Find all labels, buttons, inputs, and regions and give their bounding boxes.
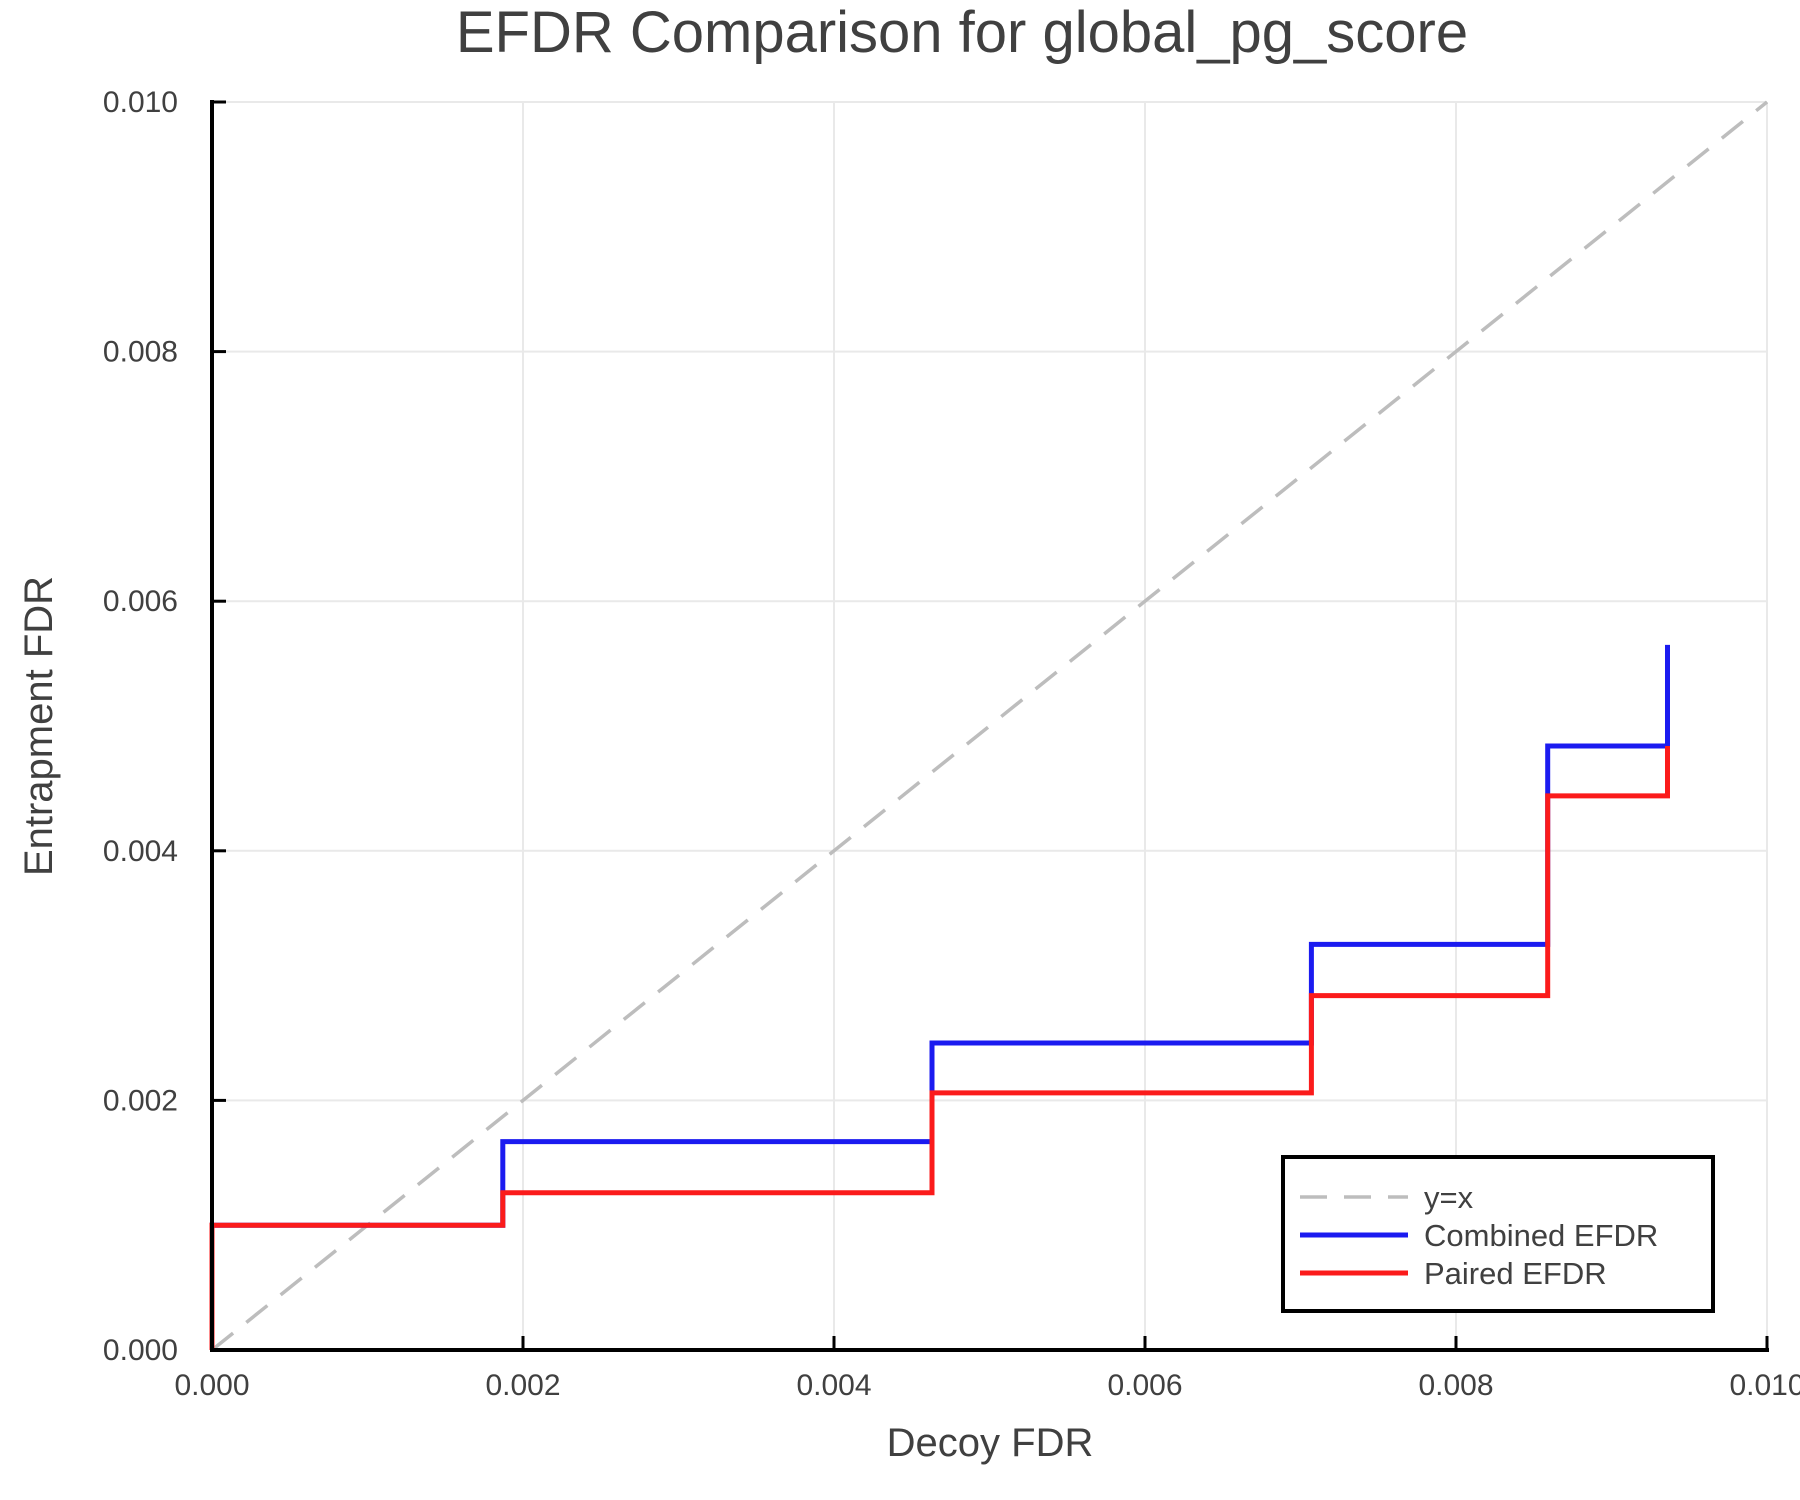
- ticks-layer: [210, 100, 1769, 1352]
- y-tick-label: 0.000: [103, 1334, 178, 1367]
- x-tick-label: 0.008: [1418, 1369, 1493, 1402]
- legend-label-combined: Combined EFDR: [1424, 1218, 1658, 1253]
- x-tick-label: 0.004: [796, 1369, 871, 1402]
- x-tick-label: 0.006: [1107, 1369, 1182, 1402]
- x-tick-label: 0.002: [485, 1369, 560, 1402]
- y-tick-label: 0.010: [103, 86, 178, 119]
- y-tick-label: 0.004: [103, 835, 178, 868]
- paired-efdr-line: [209, 746, 1670, 1350]
- x-tick-label: 0.010: [1729, 1369, 1800, 1402]
- yx-reference-line: [210, 100, 1769, 1352]
- legend-entry-combined: Combined EFDR: [1300, 1218, 1658, 1253]
- legend-entry-yx: y=x: [1300, 1180, 1474, 1215]
- y-tick-label: 0.006: [103, 585, 178, 618]
- legend-label-yx: y=x: [1424, 1180, 1474, 1215]
- grid-layer: [212, 101, 1768, 1350]
- legend-label-paired: Paired EFDR: [1424, 1256, 1607, 1291]
- y-axis-label: Entrapment FDR: [17, 576, 61, 876]
- y-tick-label: 0.002: [103, 1084, 178, 1117]
- reference-line-layer: [210, 100, 1769, 1352]
- x-tick-label: 0.000: [174, 1369, 249, 1402]
- tick-labels-layer: 0.000 0.002 0.004 0.006 0.008 0.010 0.000 0.002…: [103, 86, 1800, 1402]
- x-axis-label: Decoy FDR: [887, 1421, 1094, 1465]
- chart-title: EFDR Comparison for global_pg_score: [456, 0, 1468, 65]
- axes-layer: [210, 100, 1769, 1352]
- legend: y=x Combined EFDR Paired EFDR: [1281, 1155, 1715, 1313]
- y-tick-label: 0.008: [103, 336, 178, 369]
- series-layer: [209, 644, 1670, 1350]
- legend-entry-paired: Paired EFDR: [1300, 1256, 1607, 1291]
